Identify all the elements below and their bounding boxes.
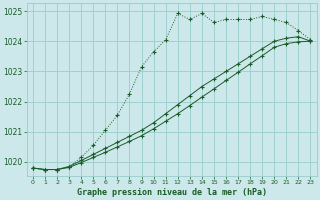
X-axis label: Graphe pression niveau de la mer (hPa): Graphe pression niveau de la mer (hPa)	[77, 188, 267, 197]
